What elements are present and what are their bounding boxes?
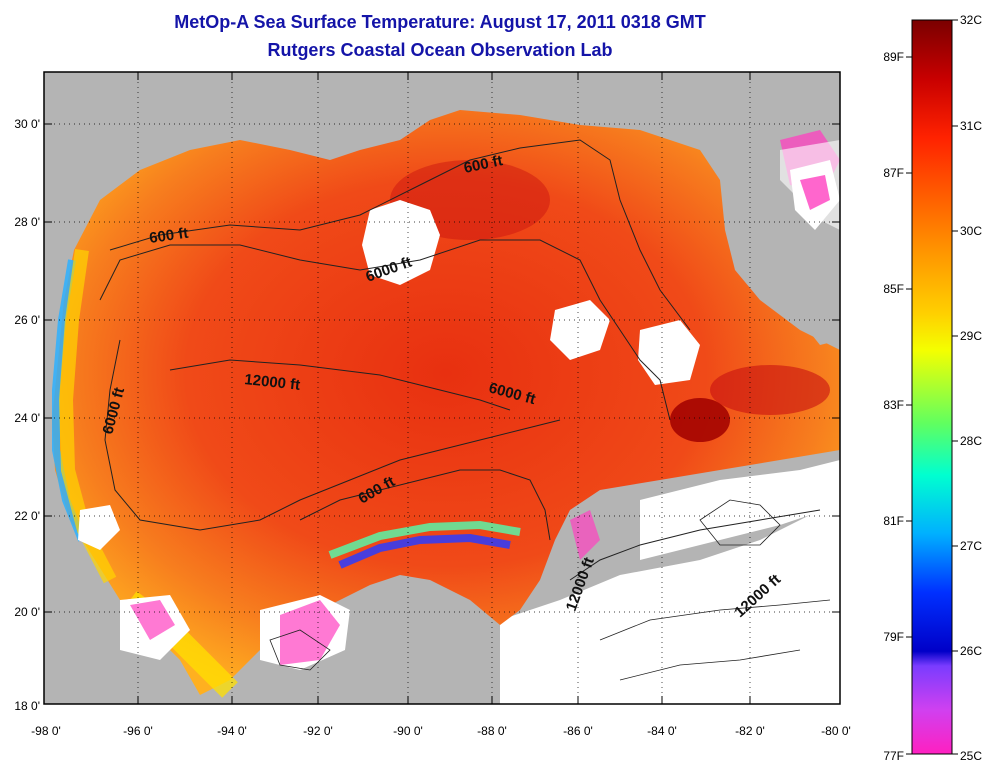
contour-600ft-south	[299, 469, 551, 541]
colorbar-fahrenheit-label: 87F	[883, 166, 904, 180]
colorbar-fahrenheit-label: 89F	[883, 50, 904, 64]
magenta-patch-yucatan	[570, 510, 600, 560]
magenta-patch-southwest	[130, 600, 175, 640]
colorbar-celsius-label: 29C	[960, 329, 982, 343]
cloud-patch-east-2	[638, 320, 700, 385]
cool-coastal-band-south	[338, 533, 511, 569]
lat-label: 30 0'	[14, 117, 40, 131]
colorbar-ticks	[906, 19, 958, 755]
map-canvas	[44, 72, 840, 704]
contour-6000ft-loop	[99, 239, 671, 421]
colorbar-fahrenheit-label: 85F	[883, 282, 904, 296]
no-data-area-cuba	[640, 460, 840, 560]
lat-label: 24 0'	[14, 411, 40, 425]
caribbean-contours	[269, 499, 831, 681]
florida-land	[720, 140, 840, 345]
contour-label: 12000 ft	[244, 371, 301, 394]
colorbar-celsius-label: 28C	[960, 434, 982, 448]
colorbar-fahrenheit-label: 83F	[883, 398, 904, 412]
map-frame	[43, 71, 841, 705]
colorbar-fahrenheit-label: 79F	[883, 630, 904, 644]
no-data-area-south	[500, 500, 840, 704]
contour-600ft-north	[109, 139, 691, 331]
cloud-patch-central	[362, 200, 440, 285]
lon-label: -98 0'	[31, 724, 61, 738]
lat-label: 20 0'	[14, 605, 40, 619]
bathymetry-contours	[99, 139, 821, 581]
graticule	[44, 72, 840, 704]
florida-magenta	[800, 175, 830, 210]
lon-label: -88 0'	[477, 724, 507, 738]
lon-label: -90 0'	[393, 724, 423, 738]
contour-12000ft-caribbean	[569, 509, 821, 581]
cool-coastal-band-south-green	[328, 520, 521, 559]
lat-label: 26 0'	[14, 313, 40, 327]
cool-coastal-band-west	[52, 259, 86, 542]
lon-label: -86 0'	[563, 724, 593, 738]
lon-label: -92 0'	[303, 724, 333, 738]
lon-label: -94 0'	[217, 724, 247, 738]
colorbar-celsius-label: 25C	[960, 749, 982, 763]
lat-label: 28 0'	[14, 215, 40, 229]
lon-label: -96 0'	[123, 724, 153, 738]
colorbar-celsius-label: 32C	[960, 13, 982, 27]
contour-6000ft-west	[104, 339, 561, 531]
colorbar-celsius-label: 31C	[960, 119, 982, 133]
contour-label: 600 ft	[148, 225, 189, 247]
colorbar-fahrenheit-label: 81F	[883, 514, 904, 528]
lat-label: 22 0'	[14, 509, 40, 523]
lon-label: -80 0'	[821, 724, 851, 738]
colorbar-celsius-label: 26C	[960, 644, 982, 658]
warm-core-florida-straits	[670, 398, 730, 442]
magenta-patch-south	[280, 600, 340, 665]
lon-label: -82 0'	[735, 724, 765, 738]
axis-ticks	[44, 72, 840, 704]
warm-band-florida-keys	[710, 365, 830, 415]
map-title: MetOp-A Sea Surface Temperature: August …	[174, 12, 706, 32]
colorbar	[911, 19, 953, 755]
cloud-patch-east	[550, 300, 610, 360]
lon-label: -84 0'	[647, 724, 677, 738]
map-subtitle: Rutgers Coastal Ocean Observation Lab	[267, 40, 613, 60]
colorbar-celsius-label: 30C	[960, 224, 982, 238]
colorbar-fahrenheit-label: 77F	[883, 749, 904, 763]
lat-label: 18 0'	[14, 699, 40, 713]
colorbar-celsius-label: 27C	[960, 539, 982, 553]
contour-12000ft	[169, 359, 511, 411]
